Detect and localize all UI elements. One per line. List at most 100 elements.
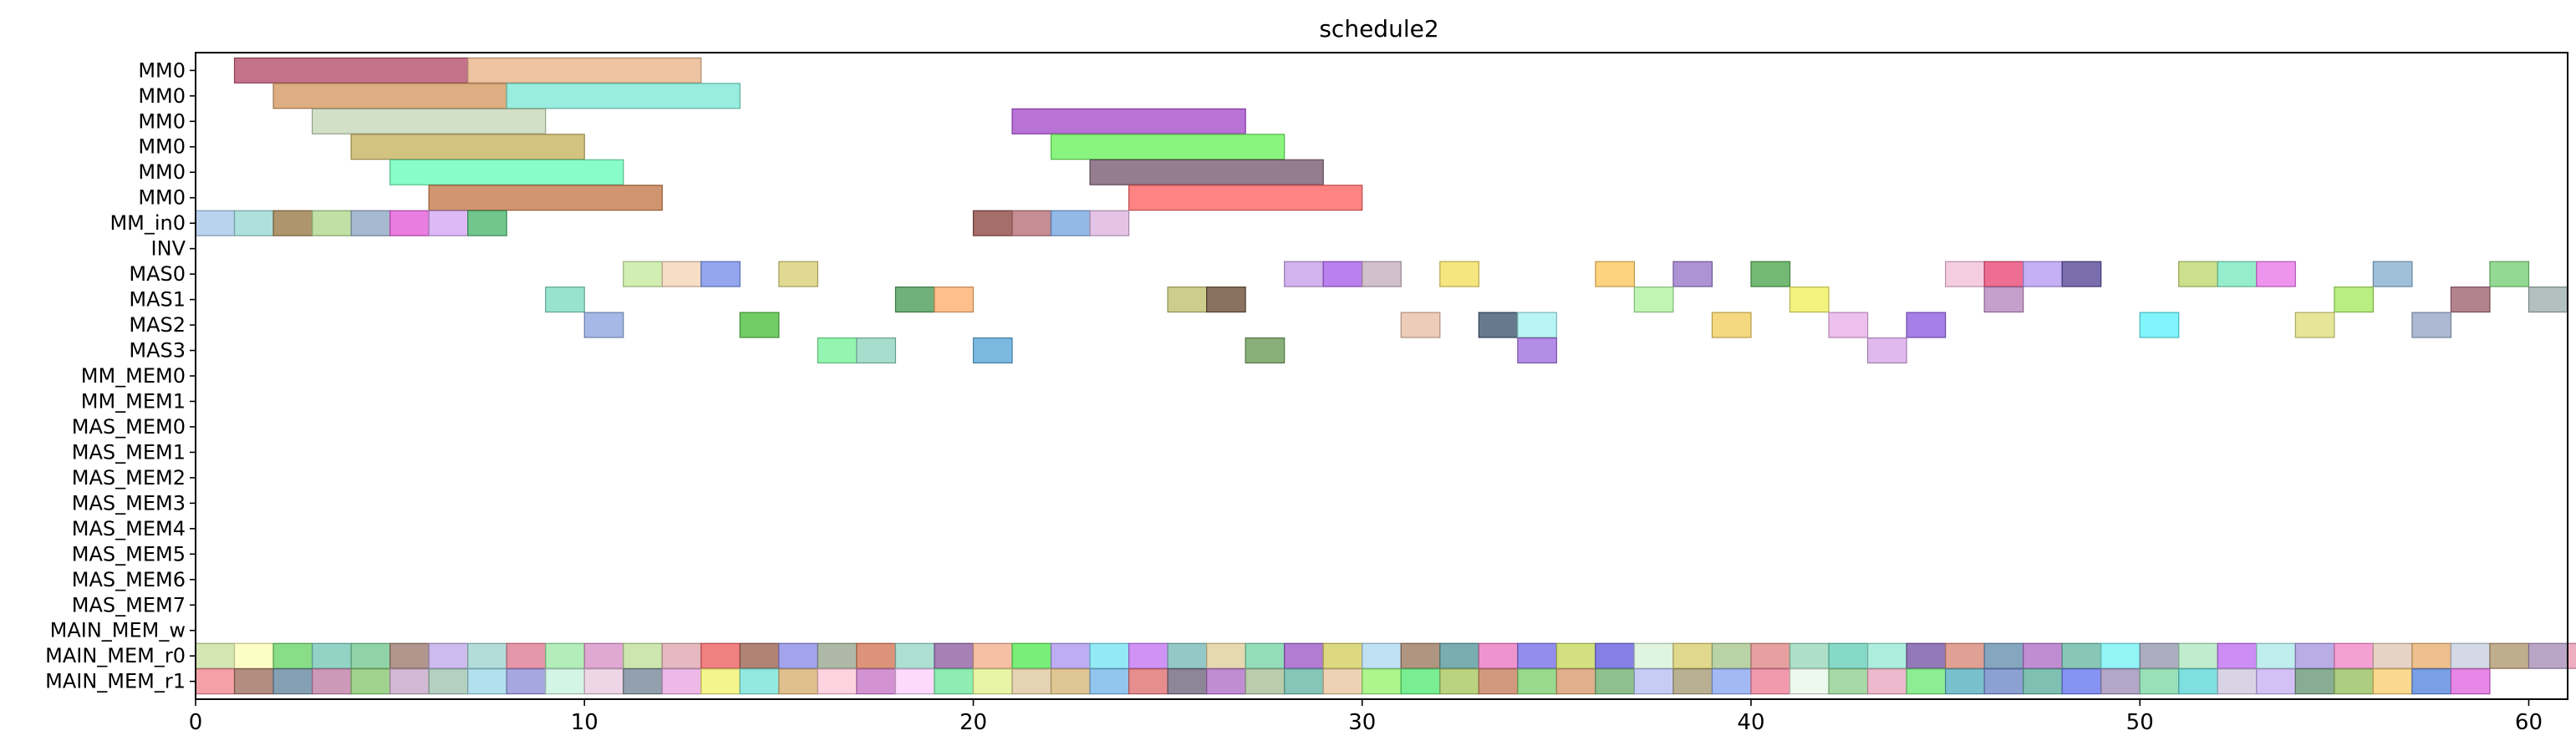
- y-tick-label: MM0: [138, 58, 186, 82]
- y-tick-label: MAS_MEM3: [72, 491, 186, 515]
- task-bar: [467, 642, 507, 669]
- task-bar: [2217, 642, 2258, 669]
- task-bar: [2139, 642, 2180, 669]
- task-bar: [506, 668, 547, 695]
- task-bar: [1633, 287, 1674, 313]
- task-bar: [1945, 668, 1985, 695]
- task-bar: [1167, 668, 1208, 695]
- task-bar: [389, 642, 430, 669]
- y-tick-label: MAIN_MEM_r1: [45, 670, 186, 693]
- task-bar: [1439, 668, 1479, 695]
- task-bar: [1167, 642, 1208, 669]
- task-bar: [233, 668, 274, 695]
- task-bar: [311, 108, 547, 134]
- task-bar: [1555, 668, 1596, 695]
- task-bar: [195, 210, 236, 236]
- task-bar: [583, 642, 624, 669]
- y-tick-label: MAS2: [129, 313, 186, 337]
- task-bar: [2023, 642, 2063, 669]
- y-tick-label: MM_MEM0: [81, 364, 186, 388]
- task-bar: [2256, 261, 2296, 287]
- task-bar: [195, 668, 236, 695]
- plot-frame: [195, 52, 2568, 700]
- task-bar: [1206, 287, 1246, 313]
- task-bar: [2489, 642, 2530, 669]
- task-bar: [1750, 668, 1791, 695]
- y-tick-label: MM_in0: [109, 211, 186, 235]
- task-bar: [1633, 668, 1674, 695]
- task-bar: [1322, 642, 1363, 669]
- task-bar: [1983, 668, 2024, 695]
- task-bar: [506, 642, 547, 669]
- task-bar: [1322, 668, 1363, 695]
- task-bar: [2178, 261, 2218, 287]
- y-tick-label: MAS_MEM5: [72, 542, 186, 566]
- task-bar: [1128, 185, 1363, 211]
- x-tick-label: 20: [960, 710, 987, 735]
- task-bar: [1050, 134, 1285, 160]
- task-bar: [467, 210, 507, 236]
- task-bar: [739, 642, 780, 669]
- x-tick-label: 40: [1737, 710, 1764, 735]
- x-tick-label: 60: [2515, 710, 2543, 735]
- task-bar: [1906, 668, 1947, 695]
- x-ticks: 0 10 20 30 40 50 60: [189, 699, 2543, 735]
- task-bar: [1672, 642, 1713, 669]
- task-bar: [2411, 642, 2452, 669]
- task-bar: [2567, 642, 2576, 669]
- task-bar: [1906, 312, 1947, 338]
- task-bar: [2061, 261, 2102, 287]
- y-tick-label: MAS_MEM0: [72, 415, 186, 439]
- task-bar: [1828, 668, 1869, 695]
- task-bar: [623, 668, 663, 695]
- task-bar: [1517, 312, 1557, 338]
- x-tick-label: 0: [189, 710, 203, 735]
- task-bar: [2372, 261, 2413, 287]
- task-bar: [623, 642, 663, 669]
- task-bar: [2294, 312, 2335, 338]
- task-bar: [1633, 642, 1674, 669]
- y-tick-label: INV: [151, 237, 186, 261]
- task-bar: [1362, 261, 1402, 287]
- task-bar: [1711, 668, 1752, 695]
- task-bar: [428, 210, 469, 236]
- y-tick-label: MM0: [138, 109, 186, 133]
- task-bar: [2061, 668, 2102, 695]
- task-bar: [1711, 312, 1752, 338]
- task-bar: [1167, 287, 1208, 313]
- y-tick-label: MAS_MEM7: [72, 593, 186, 616]
- y-tick-label: MAS0: [129, 262, 186, 286]
- task-bar: [623, 261, 663, 287]
- task-bar: [1050, 642, 1091, 669]
- task-bar: [195, 642, 236, 669]
- chart-title: schedule2: [1319, 15, 1438, 43]
- task-bar: [778, 261, 818, 287]
- task-bar: [1089, 642, 1130, 669]
- task-bar: [1866, 668, 1907, 695]
- task-bar: [389, 668, 430, 695]
- task-bar: [1866, 642, 1907, 669]
- task-bar: [2450, 642, 2491, 669]
- task-bar: [1284, 261, 1324, 287]
- y-tick-label: MAS_MEM4: [72, 517, 186, 540]
- bars-layer: [195, 57, 2576, 695]
- task-bar: [2411, 668, 2452, 695]
- task-bar: [545, 668, 585, 695]
- task-bar: [2450, 287, 2491, 313]
- task-bar: [817, 668, 858, 695]
- task-bar: [856, 642, 897, 669]
- task-bar: [1789, 287, 1830, 313]
- y-tick-label: MAS_MEM2: [72, 466, 186, 490]
- task-bar: [2489, 261, 2530, 287]
- task-bar: [1478, 642, 1519, 669]
- task-bar: [2100, 642, 2141, 669]
- task-bar: [2294, 668, 2335, 695]
- task-bar: [1983, 642, 2024, 669]
- y-tick-label: MM0: [138, 135, 186, 159]
- task-bar: [1245, 642, 1285, 669]
- task-bar: [1011, 668, 1052, 695]
- task-bar: [233, 642, 274, 669]
- task-bar: [350, 210, 391, 236]
- task-bar: [661, 668, 702, 695]
